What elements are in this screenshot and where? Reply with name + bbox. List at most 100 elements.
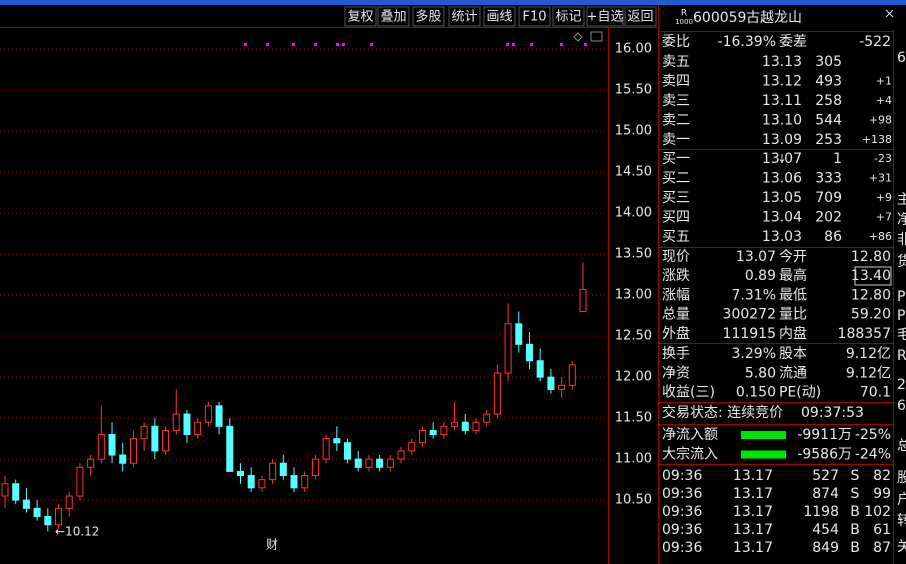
toolbar-label: +自选 xyxy=(587,10,624,25)
candle-body xyxy=(44,516,52,526)
y-tick-label: 11.00 xyxy=(615,452,652,467)
value: -522 xyxy=(859,34,891,50)
badge: R xyxy=(681,9,687,19)
fund-label: 换手 xyxy=(662,345,690,362)
fund-label: 股本 xyxy=(779,346,807,362)
candle-body xyxy=(525,343,533,362)
candle-body xyxy=(76,466,84,497)
trade-side: B xyxy=(850,504,860,520)
book-price: 13.13 xyxy=(762,54,802,70)
candle-body xyxy=(418,429,426,444)
trade-volume: 1198 xyxy=(803,504,839,520)
book-volume: 1 xyxy=(833,151,842,167)
book-change: +138 xyxy=(862,133,892,146)
book-label: 卖一 xyxy=(662,132,690,148)
quote-label: 内盘 xyxy=(779,325,807,342)
candle-body xyxy=(440,425,448,436)
toolbar-label: 叠加 xyxy=(380,10,406,25)
toolbar-button[interactable] xyxy=(344,6,377,27)
trade-time: 09:36 xyxy=(662,540,702,556)
y-tick-label: 13.00 xyxy=(615,288,652,303)
top-strip xyxy=(0,0,906,5)
toolbar-button[interactable] xyxy=(377,6,410,27)
book-volume: 709 xyxy=(815,190,842,206)
edge-text: 股 xyxy=(897,470,906,486)
candle-body xyxy=(162,429,170,452)
candle-body xyxy=(129,438,137,464)
y-tick-label: 11.50 xyxy=(615,411,652,426)
quote-value: 188357 xyxy=(838,326,891,342)
close-icon[interactable] xyxy=(885,9,894,18)
candle-body xyxy=(536,360,544,378)
y-tick-label: 14.00 xyxy=(615,206,652,221)
book-change: +98 xyxy=(869,114,892,127)
book-change: +86 xyxy=(869,230,892,243)
book-label: 买四 xyxy=(662,210,690,226)
candle-body xyxy=(87,458,95,468)
candle-body xyxy=(365,458,373,468)
toolbar-button[interactable] xyxy=(448,6,481,27)
fund-label: 流通 xyxy=(779,365,807,381)
badge: 1000 xyxy=(675,18,693,26)
toolbar-button[interactable] xyxy=(586,6,624,27)
label: 委比 xyxy=(662,34,690,50)
book-price: 13.09 xyxy=(762,132,802,148)
candle-body xyxy=(1,483,9,497)
trade-count: 61 xyxy=(873,522,891,538)
book-label: 卖五 xyxy=(662,54,690,70)
quote-label: 涨幅 xyxy=(662,287,690,303)
toolbar-button[interactable] xyxy=(624,6,657,27)
high-box xyxy=(854,266,892,286)
fund-label: PE(动) xyxy=(779,385,821,401)
quote-value: 111915 xyxy=(723,326,776,342)
candle-body xyxy=(119,454,127,464)
toolbar-button[interactable] xyxy=(483,6,516,27)
book-volume: 544 xyxy=(815,113,842,129)
trade-price: 13.17 xyxy=(733,486,773,502)
toolbar-label: 统计 xyxy=(451,10,477,25)
toolbar-button[interactable] xyxy=(518,6,551,27)
toolbar-label: 画线 xyxy=(486,10,512,25)
trade-price: 13.17 xyxy=(733,468,773,484)
candle-body xyxy=(33,507,41,518)
trade-count: 99 xyxy=(873,486,891,502)
book-volume: 202 xyxy=(815,210,842,226)
edge-text: 净 xyxy=(897,212,906,228)
fund-value: 5.80 xyxy=(745,365,776,381)
candle-body xyxy=(258,479,266,489)
value: -16.39% xyxy=(718,34,776,50)
edge-text: P xyxy=(897,289,905,305)
chart-icons xyxy=(573,31,603,42)
book-volume: 493 xyxy=(815,74,842,90)
flow-label: 大宗流入 xyxy=(662,447,718,463)
event-dots xyxy=(244,43,587,46)
y-tick-label: 13.50 xyxy=(615,247,652,262)
candle-body xyxy=(301,475,309,489)
toolbar-button[interactable] xyxy=(412,6,445,27)
quote-label: 量比 xyxy=(779,307,807,323)
fund-value: 70.1 xyxy=(860,385,891,401)
book-volume: 305 xyxy=(815,54,842,70)
trade-time: 09:36 xyxy=(662,486,702,502)
candle-body xyxy=(108,434,116,456)
candle-body xyxy=(558,384,566,390)
book-price: 13.10 xyxy=(762,113,802,129)
quote-value: 12.80 xyxy=(851,249,891,265)
candle-body xyxy=(472,421,480,431)
edge-text: 非 xyxy=(897,232,906,248)
candle-body xyxy=(22,499,30,509)
candle-body xyxy=(215,405,223,427)
quote-value: 12.80 xyxy=(851,287,891,303)
candle-body xyxy=(183,413,191,436)
edge-text: 转 xyxy=(897,513,906,529)
book-label: 卖四 xyxy=(662,74,690,90)
candle-body xyxy=(376,458,384,468)
flow-label: 净流入额 xyxy=(662,427,718,443)
book-volume: 86 xyxy=(824,229,842,245)
toolbar-button[interactable] xyxy=(552,6,585,27)
book-volume: 333 xyxy=(815,171,842,187)
trade-side: B xyxy=(850,540,860,556)
fund-value: 3.29% xyxy=(732,346,776,362)
book-label: 买一 xyxy=(662,151,690,167)
candle-body xyxy=(65,495,73,509)
